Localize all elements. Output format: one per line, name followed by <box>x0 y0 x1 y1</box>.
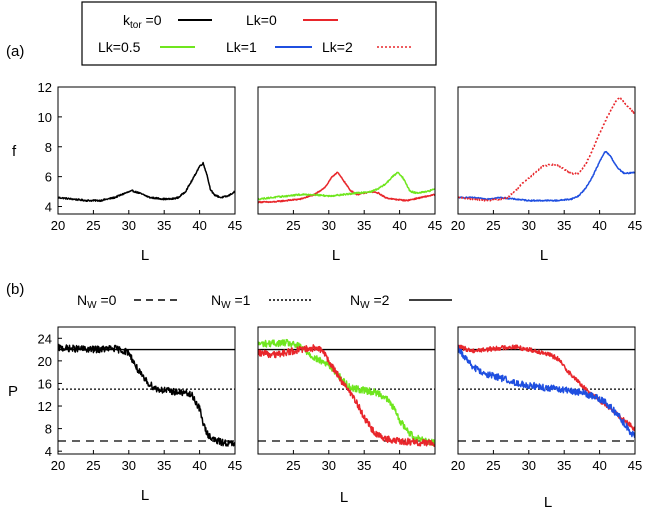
series-ktor-0 <box>58 161 235 203</box>
top-legend: ktor =0 Lk=0 Lk=0.5 Lk=1 Lk=2 <box>81 1 437 66</box>
y-tick-label: 24 <box>38 331 52 346</box>
plot-frame <box>57 326 236 455</box>
y-tick-label: 4 <box>45 200 52 215</box>
x-tick-label: 45 <box>228 458 242 473</box>
x-tick-label: 20 <box>51 218 65 233</box>
plots: 20 25 30 35 40 45 4 6 8 10 12 Lf 25 30 35 40 45 L 20 25 30 35… <box>8 80 642 511</box>
y-tick-label: 20 <box>38 354 52 369</box>
chart-b1: 20 25 30 35 40 45 4 8 12 16 20 24 L P <box>8 326 242 504</box>
x-tick-label: 30 <box>122 218 136 233</box>
y-axis-label: P <box>8 383 18 400</box>
y-tick-label: 8 <box>45 422 52 437</box>
series-lk-0-5 <box>258 338 435 447</box>
x-tick-label: 20 <box>51 458 65 473</box>
y-tick-label: 16 <box>38 376 52 391</box>
x-tick-label: 30 <box>122 458 136 473</box>
legend-ktor-label: ktor =0 <box>123 12 162 31</box>
x-tick-label: 40 <box>392 458 406 473</box>
series-ktor-0 <box>58 343 235 447</box>
series-lk-1 <box>458 150 635 202</box>
x-tick-label: 35 <box>357 458 371 473</box>
series-lk-0-5 <box>258 171 435 201</box>
x-tick-label: 35 <box>557 218 571 233</box>
panel-label-a: (a) <box>6 43 24 60</box>
x-tick-label: 45 <box>628 218 642 233</box>
legend-lk0-label: Lk=0 <box>246 12 277 28</box>
x-tick-label: 25 <box>286 218 300 233</box>
plot-frame <box>457 326 636 455</box>
chart-a2: 25 30 35 40 45 L <box>257 86 442 264</box>
y-tick-label: 6 <box>45 170 52 185</box>
top-legend-box <box>81 1 437 66</box>
x-tick-label: 25 <box>486 218 500 233</box>
x-tick-label: 45 <box>628 458 642 473</box>
legend-nw0-label: NW =0 <box>77 292 117 311</box>
x-tick-label: 35 <box>357 218 371 233</box>
panel-label-b: (b) <box>6 281 24 298</box>
x-axis-label: L <box>141 247 149 264</box>
x-tick-label: 45 <box>228 218 242 233</box>
y-tick-label: 12 <box>38 399 52 414</box>
series-lk-2 <box>458 344 635 432</box>
x-tick-label: 20 <box>451 218 465 233</box>
legend-nw1-label: NW =1 <box>211 292 251 311</box>
legend-nw2-label: NW =2 <box>350 292 390 311</box>
y-tick-label: 4 <box>45 444 52 459</box>
x-tick-label: 35 <box>557 458 571 473</box>
x-tick-label: 40 <box>592 458 606 473</box>
chart-b2: 25 30 35 40 L <box>257 326 436 506</box>
x-axis-label: L <box>332 247 340 264</box>
plot-frame <box>457 86 636 215</box>
series-lk-0 <box>258 344 435 448</box>
chart-a3: 20 25 30 35 40 45 L <box>451 86 642 264</box>
x-axis-label: L <box>540 247 548 264</box>
y-axis-label: f <box>12 143 17 160</box>
plot-frame <box>57 86 236 215</box>
x-axis-label: L <box>544 494 552 511</box>
legend-lk2-label: Lk=2 <box>322 39 353 55</box>
series-lk-2 <box>458 97 635 202</box>
legend-lk1-label: Lk=1 <box>226 39 257 55</box>
x-tick-label: 25 <box>86 218 100 233</box>
legend-lk05-label: Lk=0.5 <box>98 39 141 55</box>
x-tick-label: 40 <box>392 218 406 233</box>
series-lk-0 <box>258 171 435 204</box>
x-tick-label: 35 <box>157 458 171 473</box>
y-tick-label: 12 <box>38 80 52 95</box>
x-axis-label: L <box>141 487 149 504</box>
plot-frame <box>257 86 436 215</box>
y-tick-label: 8 <box>45 140 52 155</box>
x-tick-label: 25 <box>486 458 500 473</box>
plot-frame <box>257 326 436 455</box>
x-tick-label: 25 <box>286 458 300 473</box>
nw-legend: NW =0 NW =1 NW =2 <box>77 292 452 311</box>
x-tick-label: 35 <box>157 218 171 233</box>
x-tick-label: 30 <box>522 458 536 473</box>
x-tick-label: 40 <box>192 458 206 473</box>
x-tick-label: 45 <box>428 218 442 233</box>
x-tick-label: 20 <box>451 458 465 473</box>
x-tick-label: 30 <box>322 218 336 233</box>
x-tick-label: 25 <box>86 458 100 473</box>
x-tick-label: 40 <box>192 218 206 233</box>
series-lk-1 <box>458 345 635 438</box>
chart-b3: 20 25 30 35 40 45 L <box>451 326 642 511</box>
y-tick-label: 10 <box>38 110 52 125</box>
x-tick-label: 30 <box>322 458 336 473</box>
x-tick-label: 40 <box>592 218 606 233</box>
x-axis-label: L <box>340 489 348 506</box>
chart-a1: 20 25 30 35 40 45 4 6 8 10 12 Lf <box>12 80 242 264</box>
x-tick-label: 30 <box>522 218 536 233</box>
